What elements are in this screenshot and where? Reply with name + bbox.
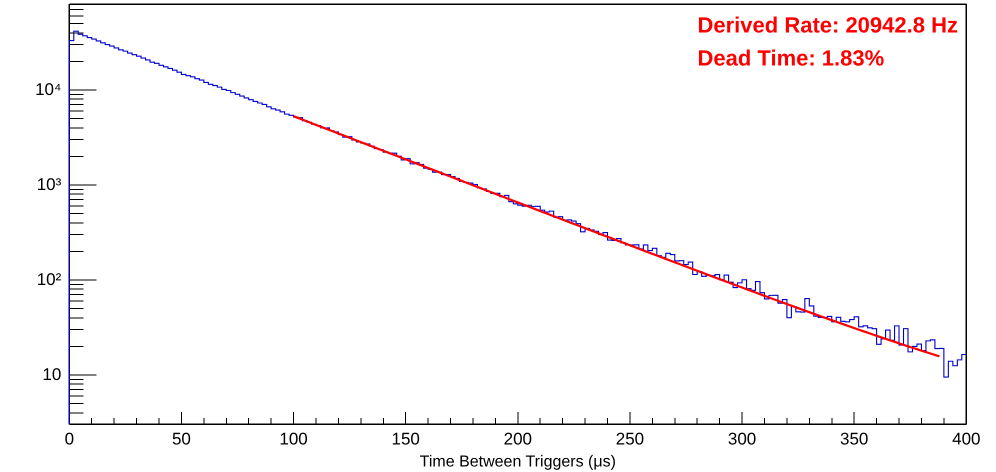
svg-text:Derived Rate: 20942.8 Hz: Derived Rate: 20942.8 Hz	[698, 13, 958, 38]
svg-text:Dead Time: 1.83%: Dead Time: 1.83%	[698, 46, 885, 71]
svg-text:0: 0	[65, 429, 74, 448]
svg-text:10²: 10²	[37, 270, 62, 289]
svg-text:10⁴: 10⁴	[35, 80, 61, 99]
svg-text:Time Between Triggers (μs): Time Between Triggers (μs)	[420, 453, 616, 470]
svg-text:250: 250	[616, 429, 644, 448]
svg-text:100: 100	[279, 429, 307, 448]
svg-text:150: 150	[391, 429, 419, 448]
svg-text:10: 10	[42, 365, 61, 384]
svg-text:200: 200	[504, 429, 532, 448]
svg-text:50: 50	[172, 429, 191, 448]
svg-text:400: 400	[952, 429, 980, 448]
svg-text:350: 350	[840, 429, 868, 448]
svg-text:10³: 10³	[37, 175, 62, 194]
svg-text:300: 300	[728, 429, 756, 448]
